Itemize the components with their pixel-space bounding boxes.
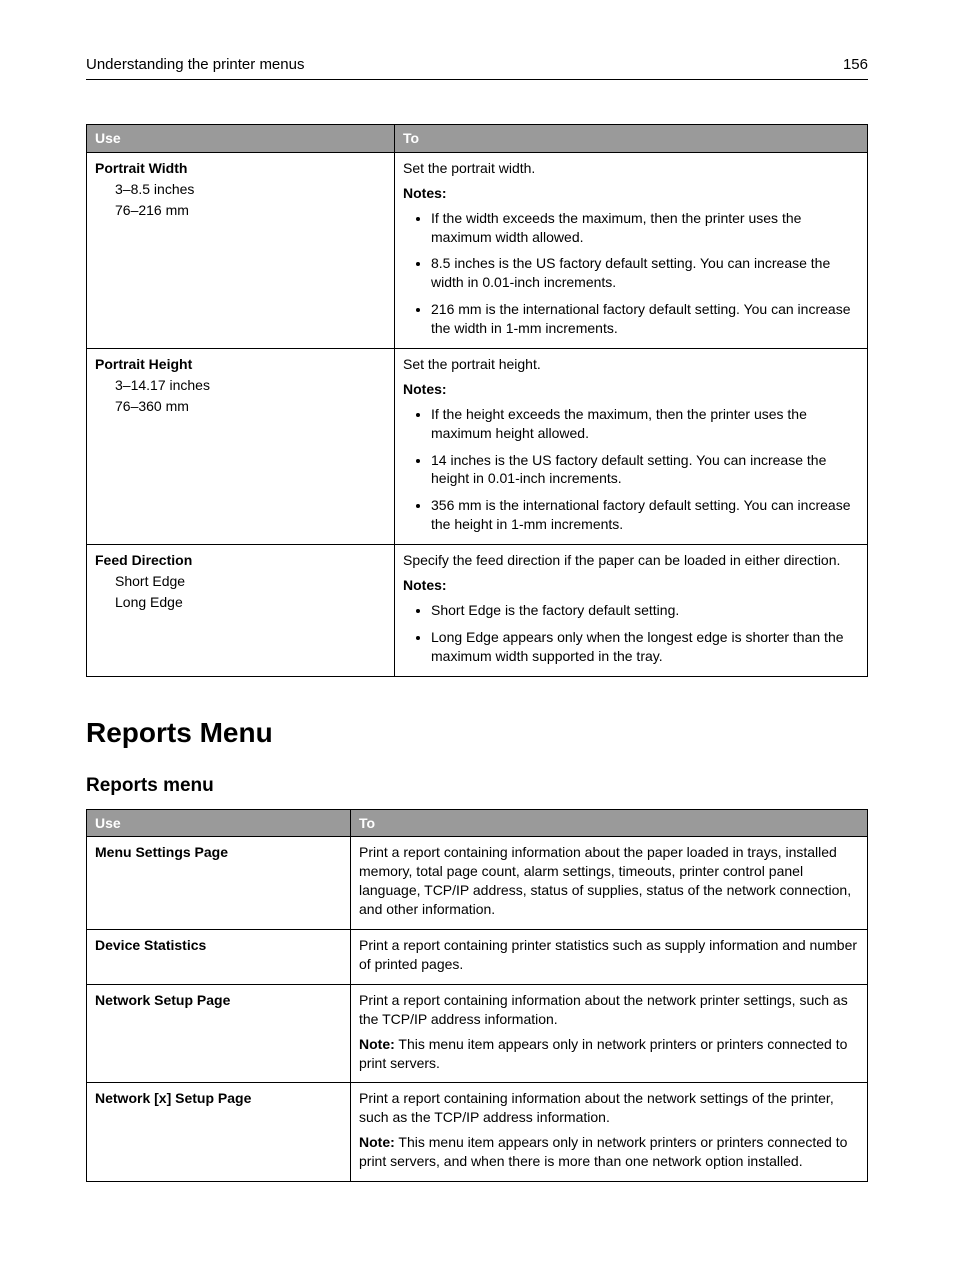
notes-label: Notes: [403, 184, 859, 203]
note-paragraph: Note: This menu item appears only in net… [359, 1035, 859, 1073]
to-cell: Specify the feed direction if the paper … [395, 545, 868, 676]
notes-label: Notes: [403, 576, 859, 595]
use-cell: Menu Settings Page [87, 837, 351, 930]
subsection-heading: Reports menu [86, 775, 868, 797]
use-title: Network [x] Setup Page [95, 1089, 342, 1108]
note-item: 216 mm is the international factory defa… [431, 300, 859, 338]
notes-list: Short Edge is the factory default settin… [403, 601, 859, 666]
to-paragraph: Print a report containing printer statis… [359, 936, 859, 974]
note-label: Note: [359, 1036, 395, 1052]
use-options: Short Edge Long Edge [115, 572, 386, 612]
use-option: 76–216 mm [115, 201, 386, 220]
table-row: Feed Direction Short Edge Long Edge Specify… [87, 545, 868, 676]
to-cell: Set the portrait width. Notes: If the widt… [395, 152, 868, 348]
note-paragraph: Note: This menu item appears only in net… [359, 1133, 859, 1171]
to-lead: Set the portrait height. [403, 355, 859, 374]
use-cell: Feed Direction Short Edge Long Edge [87, 545, 395, 676]
to-cell: Print a report containing printer statis… [351, 930, 868, 985]
use-options: 3–14.17 inches 76–360 mm [115, 376, 386, 416]
table-header-row: Use To [87, 809, 868, 837]
to-cell: Set the portrait height. Notes: If the hei… [395, 349, 868, 545]
note-label: Note: [359, 1134, 395, 1150]
running-header-title: Understanding the printer menus [86, 56, 304, 73]
table-row: Network [x] Setup Page Print a report con… [87, 1083, 868, 1182]
use-title: Feed Direction [95, 551, 386, 570]
to-cell: Print a report containing information ab… [351, 984, 868, 1083]
col-header-use: Use [87, 809, 351, 837]
use-title: Portrait Width [95, 159, 386, 178]
note-item: 356 mm is the international factory defa… [431, 496, 859, 534]
notes-list: If the width exceeds the maximum, then t… [403, 209, 859, 338]
paper-size-table: Use To Portrait Width 3–8.5 inches 76–216 … [86, 124, 868, 677]
to-cell: Print a report containing information ab… [351, 837, 868, 930]
reports-table: Use To Menu Settings Page Print a report … [86, 809, 868, 1182]
use-option: 76–360 mm [115, 397, 386, 416]
use-cell: Portrait Width 3–8.5 inches 76–216 mm [87, 152, 395, 348]
note-text: This menu item appears only in network p… [359, 1134, 847, 1169]
col-header-to: To [395, 125, 868, 153]
note-item: If the height exceeds the maximum, then … [431, 405, 859, 443]
to-lead: Specify the feed direction if the paper … [403, 551, 859, 570]
use-cell: Network [x] Setup Page [87, 1083, 351, 1182]
use-option: 3–8.5 inches [115, 180, 386, 199]
col-header-to: To [351, 809, 868, 837]
running-header-page-number: 156 [843, 56, 868, 73]
to-paragraph: Print a report containing information ab… [359, 1089, 859, 1127]
use-title: Menu Settings Page [95, 843, 342, 862]
use-cell: Network Setup Page [87, 984, 351, 1083]
use-option: Long Edge [115, 593, 386, 612]
to-lead: Set the portrait width. [403, 159, 859, 178]
to-paragraph: Print a report containing information ab… [359, 991, 859, 1029]
table-row: Portrait Width 3–8.5 inches 76–216 mm Set t… [87, 152, 868, 348]
use-cell: Device Statistics [87, 930, 351, 985]
section-heading: Reports Menu [86, 717, 868, 749]
table-row: Network Setup Page Print a report contain… [87, 984, 868, 1083]
running-header: Understanding the printer menus 156 [86, 56, 868, 80]
note-item: Short Edge is the factory default settin… [431, 601, 859, 620]
notes-list: If the height exceeds the maximum, then … [403, 405, 859, 534]
to-paragraph: Print a report containing information ab… [359, 843, 859, 919]
use-title: Network Setup Page [95, 991, 342, 1010]
note-item: Long Edge appears only when the longest … [431, 628, 859, 666]
table-row: Menu Settings Page Print a report contain… [87, 837, 868, 930]
note-text: This menu item appears only in network p… [359, 1036, 847, 1071]
use-options: 3–8.5 inches 76–216 mm [115, 180, 386, 220]
to-cell: Print a report containing information ab… [351, 1083, 868, 1182]
note-item: 8.5 inches is the US factory default set… [431, 254, 859, 292]
use-title: Device Statistics [95, 936, 342, 955]
page: Understanding the printer menus 156 Use … [0, 0, 954, 1262]
table-header-row: Use To [87, 125, 868, 153]
note-item: 14 inches is the US factory default sett… [431, 451, 859, 489]
note-item: If the width exceeds the maximum, then t… [431, 209, 859, 247]
col-header-use: Use [87, 125, 395, 153]
table-row: Device Statistics Print a report containi… [87, 930, 868, 985]
notes-label: Notes: [403, 380, 859, 399]
table-row: Portrait Height 3–14.17 inches 76–360 mm Se… [87, 349, 868, 545]
use-title: Portrait Height [95, 355, 386, 374]
use-option: Short Edge [115, 572, 386, 591]
use-cell: Portrait Height 3–14.17 inches 76–360 mm [87, 349, 395, 545]
use-option: 3–14.17 inches [115, 376, 386, 395]
